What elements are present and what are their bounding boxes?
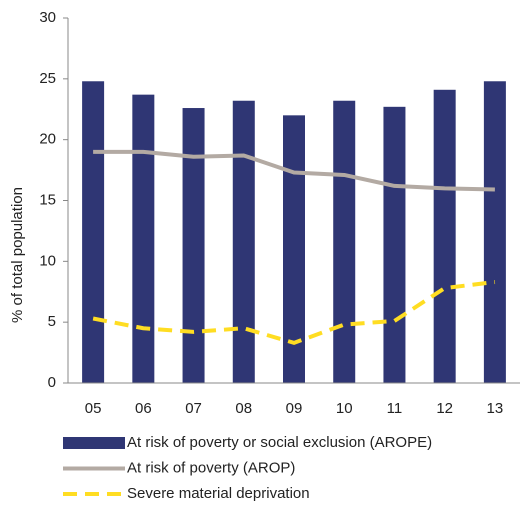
x-tick-label: 08 xyxy=(235,400,252,417)
legend-label: Severe material deprivation xyxy=(127,485,310,502)
bar xyxy=(333,100,356,383)
y-tick-label: 30 xyxy=(39,9,56,26)
y-axis-label: % of total population xyxy=(9,187,26,323)
x-tick-label: 12 xyxy=(436,400,453,417)
y-tick-label: 25 xyxy=(39,70,56,87)
x-tick-label: 06 xyxy=(135,400,152,417)
x-tick-label: 13 xyxy=(487,400,504,417)
legend-swatch xyxy=(63,437,125,449)
y-tick-label: 5 xyxy=(48,313,56,330)
line xyxy=(93,149,495,192)
x-tick-label: 09 xyxy=(286,400,303,417)
bar xyxy=(132,94,155,384)
y-tick-label: 10 xyxy=(39,252,56,269)
bar xyxy=(383,106,406,384)
bar xyxy=(433,89,456,384)
legend-label: At risk of poverty or social exclusion (… xyxy=(127,434,432,451)
bar xyxy=(232,100,255,383)
bar xyxy=(283,115,305,383)
y-tick-label: 15 xyxy=(39,191,56,208)
bar xyxy=(82,81,105,384)
x-tick-label: 07 xyxy=(185,400,202,417)
y-tick-label: 20 xyxy=(39,131,56,148)
line xyxy=(92,280,496,345)
x-tick-label: 10 xyxy=(336,400,353,417)
y-tick-label: 0 xyxy=(48,374,56,391)
x-tick-label: 05 xyxy=(85,400,102,417)
bar xyxy=(182,108,205,384)
bar xyxy=(483,81,506,384)
legend-label: At risk of poverty (AROP) xyxy=(127,459,295,476)
x-tick-label: 11 xyxy=(387,400,403,417)
